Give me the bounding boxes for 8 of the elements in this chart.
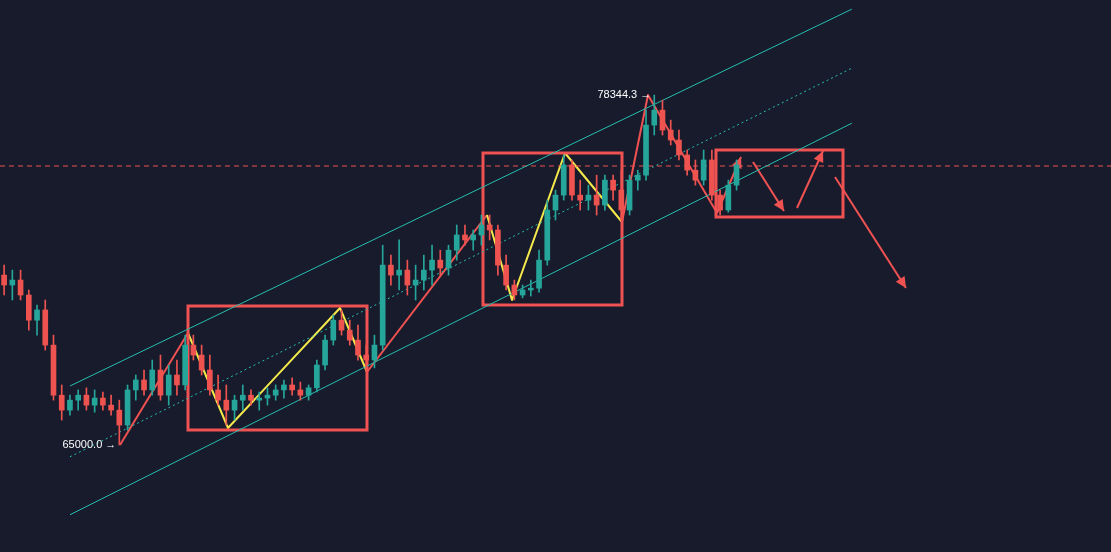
candlestick [239, 384, 246, 411]
candlestick [577, 179, 584, 211]
candlestick [462, 224, 468, 246]
candlestick [429, 244, 435, 286]
candlestick [396, 239, 402, 291]
annotation: 65000.0 → [62, 438, 117, 451]
candlestick [363, 344, 370, 371]
candlestick [470, 229, 477, 251]
